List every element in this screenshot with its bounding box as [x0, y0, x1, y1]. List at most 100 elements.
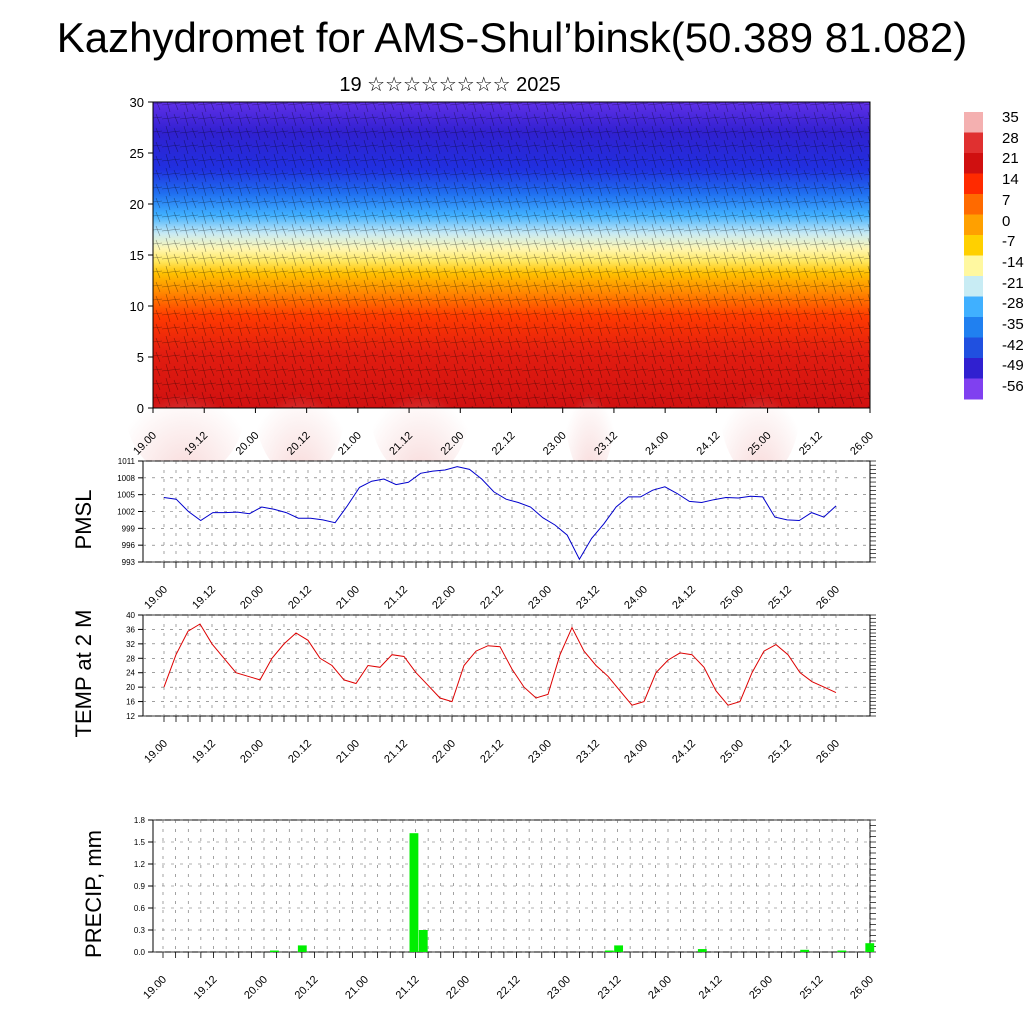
- ytick-label: 1008: [117, 474, 135, 483]
- xtick-label: 19.12: [190, 584, 218, 612]
- xtick-label: 22.00: [430, 584, 458, 612]
- temp-line: [163, 623, 837, 706]
- xtick-label: 24.12: [670, 584, 698, 612]
- heatmap-ytick-label: 30: [130, 95, 144, 110]
- ytick-label: 1011: [118, 457, 136, 466]
- colorbar-label: -49: [1002, 357, 1024, 375]
- heatmap-xtick-label: 25.12: [797, 430, 825, 458]
- colorbar-label: 7: [1002, 191, 1011, 209]
- heatmap-ytick-label: 0: [137, 401, 144, 416]
- xtick-label: 22.00: [430, 738, 458, 766]
- precip-bar: [614, 945, 624, 952]
- colorbar-swatch: [964, 378, 983, 400]
- colorbar-swatch: [964, 296, 983, 318]
- heatmap-xtick-label: 24.00: [643, 430, 671, 458]
- ytick-label: 1005: [117, 491, 135, 500]
- heatmap-xtick-label: 22.12: [490, 430, 518, 458]
- ytick-label: 16: [126, 698, 135, 707]
- xtick-label: 21.12: [394, 974, 422, 1002]
- xtick-label: 25.00: [718, 584, 746, 612]
- colorbar-label: 28: [1002, 129, 1019, 147]
- ytick-label: 996: [122, 541, 136, 550]
- ytick-label: 0.9: [134, 882, 146, 891]
- ytick-label: 999: [122, 524, 136, 533]
- xtick-label: 25.12: [798, 974, 826, 1002]
- colorbar-label: -7: [1002, 233, 1016, 251]
- colorbar-swatch: [964, 214, 983, 236]
- heatmap-ytick-label: 25: [130, 146, 144, 161]
- colorbar: [964, 112, 983, 400]
- precip-panel: 0.0 0.3 0.6 0.9 1.2 1.5 1.8 19.00 19.12 20.00 20.1…: [81, 816, 876, 1002]
- xtick-label: 25.00: [747, 974, 775, 1002]
- xtick-label: 23.12: [574, 738, 602, 766]
- heatmap-xtick-label: 24.12: [695, 430, 723, 458]
- colorbar-swatch: [964, 276, 983, 297]
- colorbar-swatch: [964, 358, 983, 379]
- xtick-label: 25.00: [718, 738, 746, 766]
- colorbar-swatch: [964, 132, 983, 154]
- xtick-label: 24.00: [622, 584, 650, 612]
- xtick-label: 20.12: [293, 974, 321, 1002]
- ylabel: PRECIP, mm: [81, 830, 106, 958]
- pmsl-line: [163, 466, 837, 561]
- xtick-label: 23.00: [526, 738, 554, 766]
- xtick-label: 24.00: [646, 974, 674, 1002]
- colorbar-label: -21: [1002, 274, 1024, 292]
- xtick-label: 19.12: [192, 974, 220, 1002]
- xtick-label: 20.00: [242, 974, 270, 1002]
- xtick-label: 20.00: [238, 738, 266, 766]
- xtick-label: 19.00: [142, 738, 170, 766]
- xtick-label: 21.00: [334, 738, 362, 766]
- ytick-label: 36: [126, 625, 135, 634]
- ytick-label: 1.5: [134, 838, 146, 847]
- precip-bar: [409, 833, 419, 952]
- colorbar-label: -28: [1002, 295, 1024, 313]
- precip-bar: [800, 949, 810, 952]
- xtick-label: 20.12: [286, 584, 314, 612]
- precip-bar: [269, 950, 279, 952]
- colorbar-swatch: [964, 173, 983, 195]
- ytick-label: 1002: [117, 508, 135, 517]
- ytick-label: 40: [126, 611, 135, 620]
- xtick-label: 22.12: [478, 584, 506, 612]
- xtick-label: 24.12: [697, 974, 725, 1002]
- colorbar-swatch: [964, 255, 983, 277]
- colorbar-label: -14: [1002, 253, 1024, 271]
- ytick-label: 1.2: [134, 860, 146, 869]
- xtick-label: 23.00: [526, 584, 554, 612]
- colorbar-label: -56: [1002, 378, 1024, 396]
- xtick-label: 22.00: [444, 974, 472, 1002]
- xtick-label: 20.00: [238, 584, 266, 612]
- ylabel: PMSL: [71, 490, 96, 550]
- xtick-label: 21.12: [382, 584, 410, 612]
- colorbar-swatch: [964, 337, 983, 359]
- xtick-label: 19.12: [190, 738, 218, 766]
- xtick-label: 21.00: [334, 584, 362, 612]
- xtick-label: 23.00: [545, 974, 573, 1002]
- colorbar-swatch: [964, 235, 983, 256]
- xtick-label: 19.00: [141, 974, 169, 1002]
- colorbar-label: -42: [1002, 336, 1024, 354]
- xtick-label: 25.12: [766, 738, 794, 766]
- precip-bar: [418, 930, 428, 952]
- chart-title: Kazhydromet for AMS-Shul’binsk(50.389 81…: [56, 14, 968, 61]
- panel-frame: [152, 819, 871, 953]
- ytick-label: 32: [126, 640, 135, 649]
- xtick-label: 21.12: [382, 738, 410, 766]
- temp-panel: 12 16 20 24 28 32 36 40 19.00 19.12 20.00 20.12 21.0…: [71, 610, 876, 766]
- heatmap-ytick-label: 10: [130, 299, 144, 314]
- precip-bar: [697, 949, 707, 952]
- precip-bar: [604, 950, 614, 952]
- heatmap-ytick-label: 20: [130, 197, 144, 212]
- precip-bar: [865, 943, 875, 952]
- colorbar-label: 21: [1002, 150, 1019, 168]
- ytick-label: 0.3: [134, 926, 146, 935]
- colorbar-labels: 35 28 21 14 7 0 -7 -14 -21 -28 -35 -42 -49 -56: [1002, 108, 1024, 398]
- wind-barbs: [153, 102, 870, 408]
- colorbar-label: -35: [1002, 316, 1024, 334]
- xtick-label: 23.12: [574, 584, 602, 612]
- precip-bar: [837, 950, 847, 952]
- heatmap-ytick-label: 15: [130, 248, 144, 263]
